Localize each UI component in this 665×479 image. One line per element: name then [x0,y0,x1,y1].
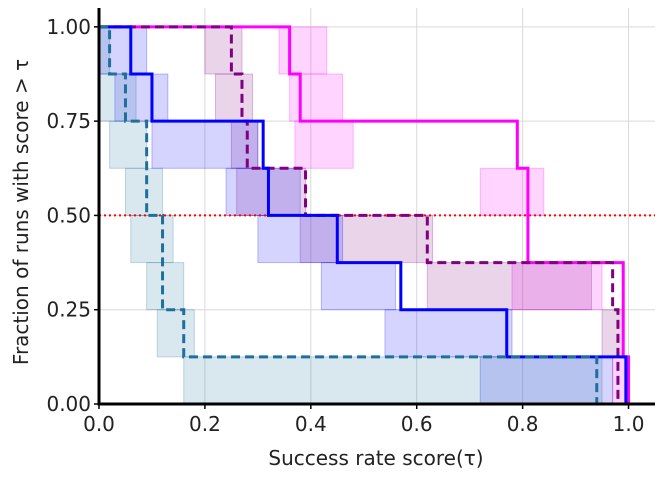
y-tick-label-4: 1.00 [46,15,91,39]
band-blue-3 [225,167,301,216]
axes [97,8,655,406]
tick-labels: 0.0 0.2 0.4 0.6 0.8 1.0 0.00 0.25 0.50 0.75 1.00 [46,15,644,436]
series-line-blue [99,25,628,404]
x-tick-label-1: 0.2 [189,412,221,436]
band-magenta-3 [479,167,545,216]
y-axis-title: Fraction of runs with score > τ [9,59,33,365]
band-magenta-0 [278,26,328,75]
band-blue-6 [384,309,513,358]
band-teal-1 [98,73,137,122]
band-magenta-4 [511,262,603,311]
band-purple-6 [601,309,624,358]
y-tick-label-1: 0.25 [46,298,91,322]
band-blue-7 [479,356,614,405]
band-magenta-1 [289,73,344,122]
band-purple-2 [230,120,259,169]
series-line-purple [99,25,620,404]
band-blue-5 [320,262,397,311]
band-blue-2 [151,120,259,169]
y-tick-label-0: 0.00 [46,392,91,416]
y-tick-label-3: 0.75 [46,109,91,133]
series-line-magenta [99,25,631,404]
series-line-teal [99,25,599,404]
band-teal-2 [109,120,148,169]
band-teal-6 [156,309,195,358]
band-teal-5 [146,262,185,311]
x-tick-label-5: 1.0 [613,412,645,436]
x-tick-label-0: 0.0 [83,412,115,436]
band-teal-3 [124,167,164,216]
band-teal-0 [98,26,111,75]
band-teal-4 [130,214,174,264]
series-lines [99,25,631,404]
band-teal-7 [183,356,603,405]
band-purple-0 [204,26,243,75]
band-purple-1 [214,73,254,122]
x-tick-label-3: 0.6 [401,412,433,436]
band-purple-5 [426,262,592,311]
band-purple-4 [299,214,434,264]
confidence-bands [98,26,630,405]
x-axis-title: Success rate score(τ) [268,446,483,470]
band-magenta-2 [294,120,354,169]
band-blue-4 [257,214,344,264]
y-tick-label-2: 0.50 [46,203,91,227]
x-tick-label-2: 0.4 [295,412,327,436]
x-tick-label-4: 0.8 [507,412,539,436]
band-blue-1 [114,73,169,122]
band-blue-0 [98,26,148,75]
